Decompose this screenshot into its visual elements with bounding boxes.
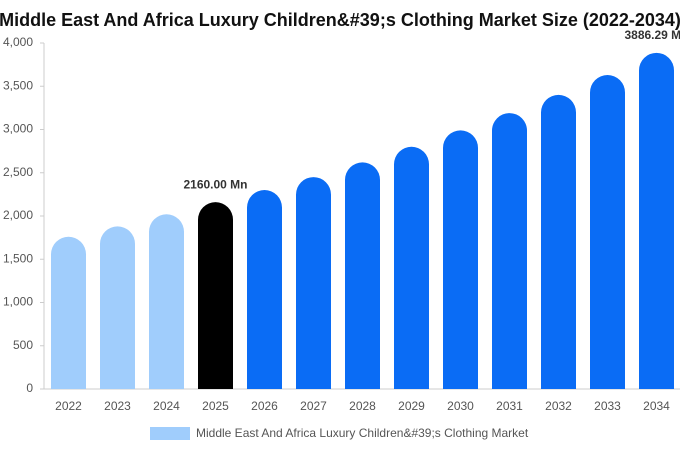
y-tick-label: 0 bbox=[26, 381, 33, 395]
chart-title: Middle East And Africa Luxury Children&#… bbox=[0, 10, 680, 30]
bar bbox=[443, 130, 478, 390]
y-tick-label: 1,500 bbox=[3, 251, 33, 265]
bar bbox=[247, 190, 282, 389]
x-tick-label: 2027 bbox=[300, 399, 327, 413]
x-tick-label: 2028 bbox=[349, 399, 376, 413]
y-tick-label: 3,000 bbox=[3, 122, 33, 136]
x-tick-label: 2022 bbox=[55, 399, 82, 413]
bar bbox=[149, 214, 184, 389]
value-label: 2160.00 Mn bbox=[183, 177, 247, 191]
x-tick-label: 2031 bbox=[496, 399, 523, 413]
x-tick-label: 2029 bbox=[398, 399, 425, 413]
x-tick-label: 2033 bbox=[594, 399, 621, 413]
legend-label: Middle East And Africa Luxury Children&#… bbox=[196, 426, 529, 440]
y-tick-label: 1,000 bbox=[3, 295, 33, 309]
bar bbox=[492, 113, 527, 389]
y-tick-label: 4,000 bbox=[3, 35, 33, 49]
bar bbox=[100, 226, 135, 389]
x-tick-label: 2023 bbox=[104, 399, 131, 413]
bar bbox=[296, 177, 331, 389]
value-label: 3886.29 Mn bbox=[624, 28, 680, 42]
y-tick-label: 500 bbox=[13, 338, 33, 352]
y-tick-label: 2,000 bbox=[3, 208, 33, 222]
legend-swatch bbox=[150, 427, 190, 440]
x-tick-label: 2025 bbox=[202, 399, 229, 413]
bar bbox=[198, 202, 233, 389]
bar bbox=[51, 236, 86, 389]
bar bbox=[639, 52, 674, 390]
bar bbox=[541, 94, 576, 390]
bar bbox=[345, 162, 380, 389]
bar bbox=[394, 146, 429, 389]
x-tick-label: 2026 bbox=[251, 399, 278, 413]
x-tick-label: 2024 bbox=[153, 399, 180, 413]
x-tick-label: 2030 bbox=[447, 399, 474, 413]
y-tick-label: 3,500 bbox=[3, 78, 33, 92]
x-tick-label: 2032 bbox=[545, 399, 572, 413]
bar bbox=[590, 75, 625, 389]
y-tick-label: 2,500 bbox=[3, 165, 33, 179]
x-tick-label: 2034 bbox=[643, 399, 670, 413]
